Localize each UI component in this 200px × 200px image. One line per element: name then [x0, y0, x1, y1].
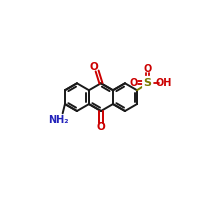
Text: O: O [97, 122, 105, 132]
Text: NH₂: NH₂ [49, 115, 69, 125]
Text: O: O [90, 62, 98, 72]
Text: S: S [144, 78, 152, 88]
Text: O: O [130, 78, 138, 88]
Text: O: O [144, 64, 152, 74]
Text: OH: OH [156, 78, 172, 88]
